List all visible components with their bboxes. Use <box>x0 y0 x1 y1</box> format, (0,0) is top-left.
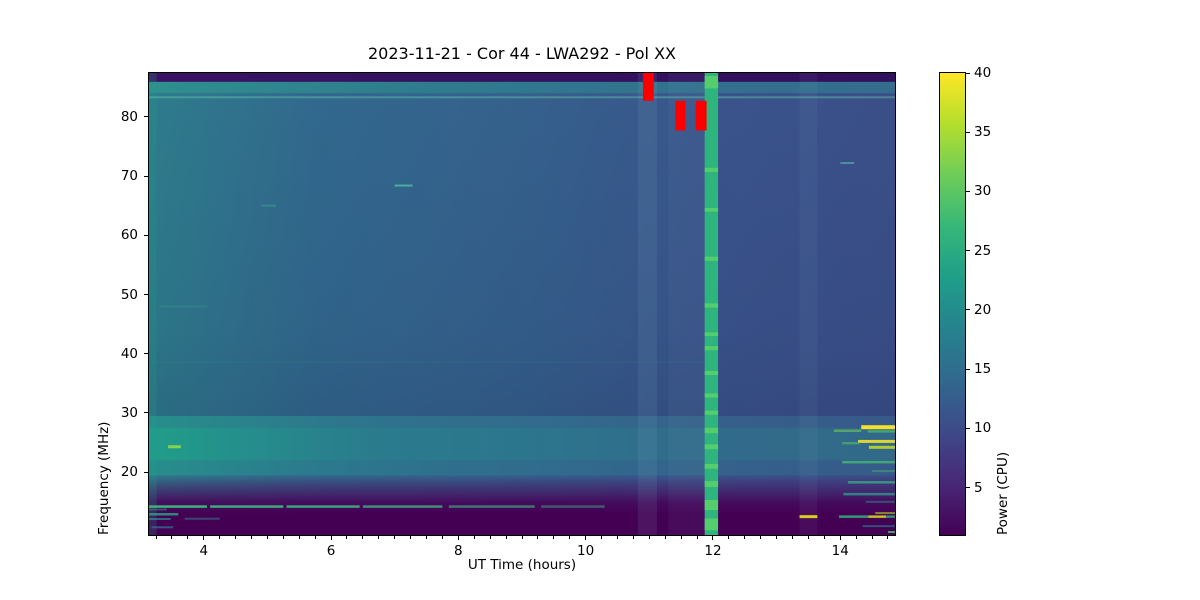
colorbar-tick-label: 20 <box>974 301 992 318</box>
x-minor-tick <box>505 536 507 539</box>
colorbar-tick-label: 40 <box>974 65 992 81</box>
x-tick-label: 12 <box>704 543 722 559</box>
x-minor-tick <box>346 536 348 539</box>
y-tick-label: 20 <box>120 464 138 481</box>
x-minor-tick <box>298 536 300 539</box>
spectrogram-canvas <box>149 73 895 535</box>
x-minor-tick <box>569 536 571 539</box>
y-tick-label: 50 <box>120 286 138 303</box>
y-axis-label: Frequency (MHz) <box>96 421 112 535</box>
colorbar-tick-label: 35 <box>974 124 992 141</box>
colorbar-tick <box>966 72 970 74</box>
x-minor-tick <box>664 536 666 539</box>
colorbar-tick <box>966 368 970 370</box>
colorbar-tick-label: 5 <box>974 479 983 496</box>
x-tick-label: 6 <box>326 543 336 559</box>
x-minor-tick <box>250 536 252 539</box>
y-tick-label: 30 <box>120 404 138 421</box>
x-minor-tick <box>680 536 682 539</box>
colorbar-tick <box>966 131 970 133</box>
x-minor-tick <box>282 536 284 539</box>
y-tick <box>144 471 148 473</box>
colorbar-tick-label: 10 <box>974 420 992 437</box>
x-minor-tick <box>219 536 221 539</box>
x-minor-tick <box>616 536 618 539</box>
x-minor-tick <box>601 536 603 539</box>
x-minor-tick <box>728 536 730 539</box>
y-tick <box>144 294 148 296</box>
x-minor-tick <box>441 536 443 539</box>
x-minor-tick <box>473 536 475 539</box>
x-tick-label: 4 <box>199 543 209 559</box>
x-minor-tick <box>648 536 650 539</box>
x-tick <box>839 536 841 540</box>
y-tick <box>144 116 148 118</box>
x-minor-tick <box>792 536 794 539</box>
x-minor-tick <box>410 536 412 539</box>
x-minor-tick <box>187 536 189 539</box>
x-minor-tick <box>266 536 268 539</box>
colorbar-tick <box>966 309 970 311</box>
colorbar-tick <box>966 190 970 192</box>
x-tick-label: 14 <box>831 543 849 559</box>
y-tick <box>144 412 148 414</box>
x-axis-label: UT Time (hours) <box>467 557 577 573</box>
colorbar-canvas <box>940 73 965 535</box>
y-tick <box>144 234 148 236</box>
x-minor-tick <box>314 536 316 539</box>
x-tick <box>585 536 587 540</box>
x-minor-tick <box>823 536 825 539</box>
x-minor-tick <box>171 536 173 539</box>
colorbar-tick <box>966 487 970 489</box>
x-minor-tick <box>632 536 634 539</box>
x-tick <box>330 536 332 540</box>
colorbar-tick-label: 30 <box>974 183 992 200</box>
colorbar-tick-label: 15 <box>974 361 992 378</box>
x-minor-tick <box>807 536 809 539</box>
x-minor-tick <box>760 536 762 539</box>
x-tick <box>457 536 459 540</box>
x-minor-tick <box>776 536 778 539</box>
x-tick <box>203 536 205 540</box>
y-tick-label: 70 <box>120 168 138 185</box>
x-minor-tick <box>521 536 523 539</box>
x-minor-tick <box>489 536 491 539</box>
y-tick-label: 60 <box>120 227 138 244</box>
x-minor-tick <box>378 536 380 539</box>
colorbar <box>939 72 966 536</box>
colorbar-label: Power (CPU) <box>995 451 1011 535</box>
x-minor-tick <box>887 536 889 539</box>
x-tick <box>712 536 714 540</box>
y-tick <box>144 353 148 355</box>
y-tick <box>144 175 148 177</box>
y-tick-label: 40 <box>120 345 138 362</box>
colorbar-tick-label: 25 <box>974 242 992 259</box>
x-minor-tick <box>362 536 364 539</box>
colorbar-tick <box>966 427 970 429</box>
x-tick-label: 8 <box>454 543 463 559</box>
x-minor-tick <box>394 536 396 539</box>
y-tick-label: 80 <box>120 108 138 125</box>
plot-title: 2023-11-21 - Cor 44 - LWA292 - Pol XX <box>368 44 676 63</box>
x-minor-tick <box>744 536 746 539</box>
x-minor-tick <box>426 536 428 539</box>
x-minor-tick <box>537 536 539 539</box>
x-minor-tick <box>871 536 873 539</box>
x-minor-tick <box>235 536 237 539</box>
colorbar-tick <box>966 250 970 252</box>
x-minor-tick <box>696 536 698 539</box>
x-tick-label: 10 <box>577 543 595 559</box>
x-minor-tick <box>155 536 157 539</box>
plot-area <box>148 72 896 536</box>
x-minor-tick <box>855 536 857 539</box>
x-minor-tick <box>553 536 555 539</box>
